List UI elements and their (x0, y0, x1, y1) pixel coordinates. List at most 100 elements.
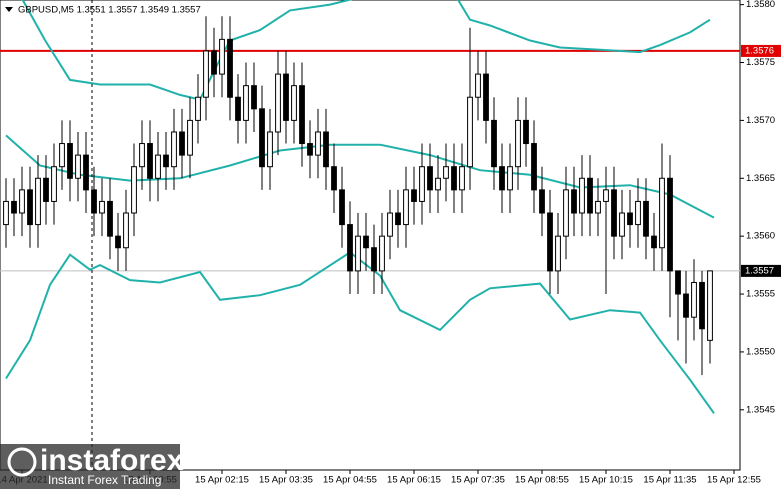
candle-body (67, 143, 73, 179)
candle-body (259, 108, 265, 168)
y-tick-label: 1.3555 (746, 289, 775, 300)
chart-title: GBPUSD,M5 1.3551 1.3557 1.3549 1.3557 (18, 5, 201, 16)
x-tick-label: 15 Apr 11:35 (643, 475, 696, 486)
candle-body (291, 85, 297, 121)
y-tick-label: 1.3580 (746, 0, 775, 10)
y-tick-label: 1.3575 (746, 57, 775, 68)
candle-body (379, 235, 385, 272)
candle-body (571, 189, 577, 214)
candle-body (203, 50, 209, 98)
candle-body (507, 166, 513, 191)
candle-body (163, 154, 169, 168)
candle-body (515, 119, 521, 168)
candle-body (675, 270, 681, 295)
candle-body (147, 143, 153, 179)
candle-body (107, 200, 113, 237)
candle-body (403, 189, 409, 226)
candle-body (251, 85, 257, 110)
x-tick-label: 15 Apr 08:55 (515, 475, 569, 486)
x-tick-label: 15 Apr 06:15 (387, 475, 441, 486)
candle-body (179, 131, 185, 156)
candle-body (555, 235, 561, 272)
menu-triangle[interactable] (5, 7, 13, 12)
candle-body (35, 177, 41, 226)
candle-body (667, 177, 673, 272)
candle-body (347, 224, 353, 272)
candle-body (299, 85, 305, 145)
candle-body (395, 212, 401, 226)
candle-body (27, 189, 33, 226)
candle-body (219, 38, 225, 75)
candle-body (435, 177, 441, 191)
candle-body (699, 281, 705, 330)
candle-body (99, 200, 105, 214)
candle-body (195, 96, 201, 121)
watermark-subtitle: Instant Forex Trading (48, 473, 161, 487)
x-tick-label: 15 Apr 10:15 (579, 475, 633, 486)
candle-body (235, 96, 241, 121)
candle-body (603, 189, 609, 202)
x-tick-label: 15 Apr 12:55 (707, 475, 761, 486)
x-tick-label: 15 Apr 04:55 (323, 475, 377, 486)
candle-body (323, 131, 329, 168)
candle-body (595, 200, 601, 214)
candle-body (643, 200, 649, 237)
x-tick-label: 15 Apr 03:35 (259, 475, 313, 486)
candle-body (651, 235, 657, 249)
candle-body (459, 166, 465, 191)
y-tick-label: 1.3560 (746, 231, 775, 242)
watermark-logo (7, 447, 37, 477)
candle-body (483, 73, 489, 121)
candle-body (363, 235, 369, 249)
candle-body (635, 200, 641, 226)
candle-body (139, 143, 145, 168)
candle-body (467, 96, 473, 168)
candle-body (547, 212, 553, 272)
candle-body (451, 166, 457, 191)
candle-body (331, 166, 337, 191)
band-line (5, 134, 715, 219)
candle-body (707, 270, 713, 341)
candle-body (227, 38, 233, 98)
candle-body (91, 189, 97, 214)
y-tick-label: 1.3545 (746, 404, 775, 415)
price-label: 1.3557 (745, 265, 774, 276)
candle-body (523, 119, 529, 145)
y-tick-label: 1.3570 (746, 115, 775, 126)
candle-body (475, 73, 481, 98)
candle-body (115, 235, 121, 249)
candle-body (539, 189, 545, 214)
price-label-box (741, 264, 781, 277)
candle-body (243, 85, 249, 121)
candle-body (627, 212, 633, 226)
candle-body (155, 154, 161, 179)
candle-body (691, 281, 697, 318)
x-tick-label: 15 Apr 02:15 (195, 475, 249, 486)
candle-body (315, 131, 321, 156)
band-line (21, 0, 711, 101)
candle-body (683, 293, 689, 318)
candle-body (83, 154, 89, 191)
candle-body (619, 212, 625, 237)
candle-body (611, 189, 617, 237)
candle-body (3, 200, 9, 226)
candle-body (211, 50, 217, 75)
candle-body (19, 189, 25, 214)
candle-body (131, 166, 137, 214)
candle-body (171, 131, 177, 168)
candle-body (75, 154, 81, 179)
candle-body (491, 119, 497, 168)
x-tick-label: 15 Apr 07:35 (451, 475, 505, 486)
candle-body (123, 212, 129, 249)
candle-body (283, 73, 289, 121)
candle-body (531, 143, 537, 191)
candle-body (563, 189, 569, 237)
candle-body (659, 177, 665, 249)
level-label: 1.3576 (745, 45, 774, 56)
candle-body (275, 73, 281, 133)
candle-body (499, 166, 505, 191)
candle-body (427, 166, 433, 191)
level-label-box (741, 44, 781, 57)
candle-body (579, 177, 585, 214)
